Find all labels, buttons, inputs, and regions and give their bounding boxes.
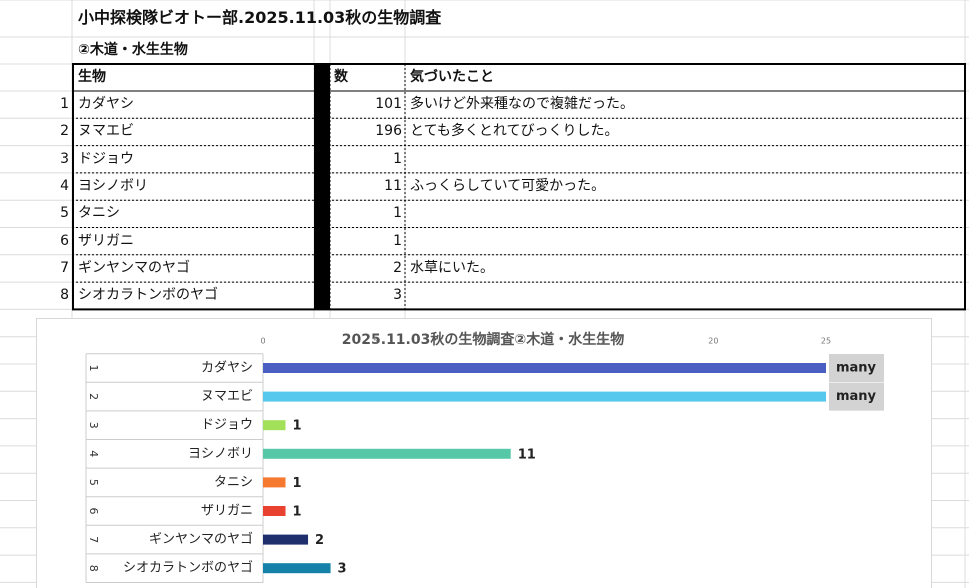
- bar: [263, 420, 286, 431]
- note-cell: ふっくらしていて可愛かった。: [410, 177, 606, 194]
- category-number: 6: [87, 508, 100, 515]
- count-cell: 1: [393, 150, 402, 167]
- category-number: 8: [87, 565, 100, 572]
- bar: [263, 563, 331, 574]
- bar: [263, 506, 286, 516]
- category-number: 4: [87, 450, 100, 457]
- row-number: 4: [60, 177, 69, 194]
- bar: [263, 363, 826, 373]
- name-cell: ヨシノボリ: [78, 177, 148, 194]
- name-cell: シオカラトンボのヤゴ: [78, 287, 218, 304]
- category-label: シオカラトンボのヤゴ: [123, 560, 253, 576]
- table-border: [72, 63, 966, 311]
- name-cell: タニシ: [78, 205, 120, 222]
- name-cell: ヌマエビ: [78, 123, 134, 140]
- category-number: 1: [87, 365, 100, 372]
- x-tick-label: 10: [483, 337, 493, 346]
- value-label: 3: [338, 562, 347, 577]
- category-label: ヨシノボリ: [188, 446, 253, 461]
- chart-title: 2025.11.03秋の生物調査②木道・水生生物: [342, 331, 624, 348]
- count-cell: 196: [375, 123, 402, 140]
- row-number: 7: [60, 259, 69, 276]
- category-label: カダヤシ: [201, 361, 253, 376]
- value-label: 2: [315, 533, 324, 548]
- row-number: 1: [60, 96, 69, 112]
- bar: [263, 477, 286, 488]
- black-column: [314, 64, 330, 310]
- category-number: 7: [87, 536, 100, 543]
- x-tick-label: 15: [596, 337, 606, 346]
- value-label-box: [829, 354, 884, 382]
- category-label: ドジョウ: [201, 418, 253, 433]
- note-cell: 多いけど外来種なので複雑だった。: [410, 96, 634, 112]
- count-cell: 11: [384, 177, 402, 194]
- bar: [263, 391, 826, 402]
- row-number: 6: [60, 232, 69, 249]
- count-cell: 1: [393, 232, 402, 249]
- value-label-box: [829, 382, 884, 411]
- x-tick-label: 0: [260, 337, 265, 346]
- name-cell: ドジョウ: [78, 150, 134, 167]
- value-label: many: [836, 361, 877, 376]
- value-label: 1: [293, 476, 302, 491]
- count-cell: 101: [375, 96, 402, 112]
- count-cell: 2: [393, 259, 402, 276]
- category-number: 3: [87, 422, 100, 429]
- name-cell: ザリガニ: [78, 232, 134, 249]
- value-label: 11: [518, 447, 536, 462]
- category-number: 2: [87, 393, 100, 400]
- value-label: 1: [293, 505, 302, 520]
- category-label: ギンヤンマのヤゴ: [149, 531, 253, 547]
- value-label: 1: [293, 419, 302, 434]
- category-label: ヌマエビ: [201, 389, 253, 404]
- category-label: タニシ: [214, 475, 253, 490]
- row-number: 3: [60, 150, 69, 167]
- note-cell: 水草にいた。: [410, 259, 494, 276]
- bar: [263, 448, 511, 459]
- chart: 2025.11.03秋の生物調査②木道・水生生物 0 5 10 15 20 251 カダヤシ…: [36, 318, 932, 588]
- name-cell: カダヤシ: [78, 96, 134, 112]
- x-tick-label: 5: [373, 337, 378, 346]
- sheet-title: 小中探検隊ビオトー部.2025.11.03秋の生物調査: [78, 8, 442, 27]
- x-tick-label: 25: [821, 337, 831, 346]
- note-cell: とても多くとれてびっくりした。: [410, 123, 619, 140]
- sheet-subtitle: ②木道・水生生物: [78, 42, 188, 58]
- row-number: 8: [60, 287, 69, 304]
- value-label: many: [836, 389, 877, 404]
- row-number: 5: [60, 205, 69, 222]
- count-cell: 1: [393, 205, 402, 222]
- category-label: ザリガニ: [201, 504, 253, 519]
- row-number: 2: [60, 123, 69, 140]
- bar: [263, 534, 309, 545]
- category-number: 5: [87, 479, 100, 486]
- header-cell: 気づいたこと: [410, 69, 494, 85]
- name-cell: ギンヤンマのヤゴ: [78, 259, 190, 276]
- count-cell: 3: [393, 287, 402, 304]
- x-tick-label: 20: [708, 337, 718, 346]
- header-cell: 数: [334, 69, 348, 85]
- header-cell: 生物: [78, 69, 106, 85]
